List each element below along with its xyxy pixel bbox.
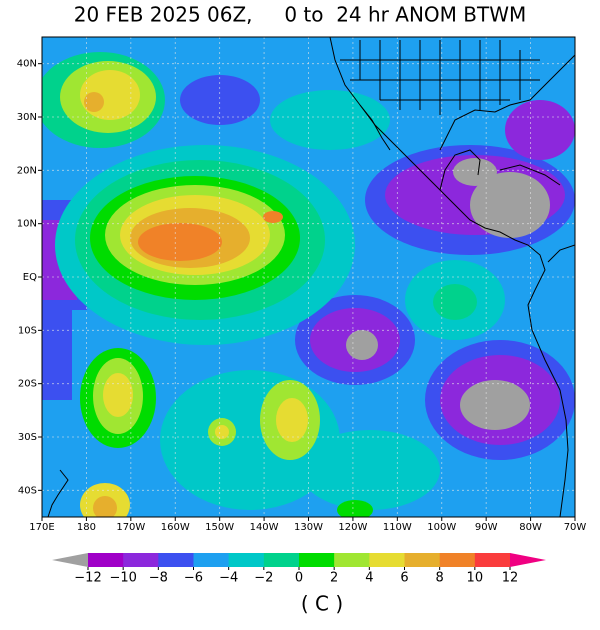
contour — [300, 430, 440, 510]
contour — [180, 75, 260, 125]
contour — [460, 380, 530, 430]
colorbar-swatch — [369, 553, 405, 567]
colorbar-over — [510, 553, 546, 567]
colorbar-label: 2 — [330, 571, 338, 586]
lat-label: EQ — [23, 272, 37, 283]
map-title: 20 FEB 2025 06Z, 0 to 24 hr ANOM BTWM — [74, 3, 526, 27]
lat-label: 20N — [17, 165, 37, 176]
state-lines — [340, 40, 540, 115]
colorbar-label: −8 — [149, 571, 168, 586]
graticule — [42, 37, 575, 517]
colorbar-label: 0 — [295, 571, 303, 586]
coastline — [359, 54, 575, 191]
colorbar-swatch — [228, 553, 265, 567]
colorbar: −12 −10 −8 −6 −4 −2 0 2 4 6 8 10 12 — [52, 553, 546, 586]
lon-label: 140W — [250, 522, 279, 533]
coastline — [499, 164, 575, 263]
colorbar-swatch — [299, 553, 335, 567]
lon-label: 110W — [383, 522, 412, 533]
lat-label: 30N — [17, 112, 37, 123]
colorbar-swatch — [123, 553, 159, 567]
lat-label: 10S — [18, 325, 37, 336]
lat-label: 40S — [18, 485, 37, 496]
lon-label: 70W — [564, 522, 587, 533]
contour — [470, 172, 550, 238]
unit-label: ( C ) — [301, 592, 343, 616]
colorbar-under — [52, 553, 88, 567]
colorbar-swatch — [439, 553, 476, 567]
lon-label: 170E — [29, 522, 54, 533]
map-field — [42, 37, 575, 517]
colorbar-swatch — [334, 553, 370, 567]
lon-label: 160W — [161, 522, 190, 533]
lon-label: 170W — [116, 522, 145, 533]
colorbar-label: −10 — [109, 571, 136, 586]
lon-label: 150W — [205, 522, 234, 533]
colorbar-label: 12 — [502, 571, 519, 586]
contour — [505, 100, 575, 160]
contour — [346, 330, 378, 360]
coastline — [47, 469, 69, 517]
contour — [263, 211, 283, 223]
contour — [138, 223, 222, 261]
colorbar-swatch — [474, 553, 511, 567]
colorbar-label: −12 — [74, 571, 101, 586]
lat-label: 40N — [17, 59, 37, 70]
contour — [42, 310, 72, 400]
lon-label: 180 — [77, 522, 96, 533]
colorbar-label: −2 — [254, 571, 273, 586]
contour — [215, 425, 229, 439]
lon-label: 80W — [519, 522, 542, 533]
contour — [103, 373, 133, 417]
contour — [433, 284, 477, 320]
colorbar-label: 4 — [365, 571, 373, 586]
colorbar-label: 6 — [400, 571, 408, 586]
lat-label: 30S — [18, 432, 37, 443]
contour — [93, 496, 117, 517]
lon-label: 120W — [338, 522, 367, 533]
colorbar-swatch — [404, 553, 441, 567]
contour — [337, 500, 373, 517]
coastline — [329, 37, 569, 517]
contour — [84, 92, 104, 112]
axis-labels: 170E 180 170W 160W 150W 140W 130W 120W 110W 100W 9… — [17, 59, 587, 533]
colorbar-swatch — [263, 553, 300, 567]
lon-label: 100W — [427, 522, 456, 533]
lon-label: 90W — [475, 522, 498, 533]
colorbar-label: 8 — [436, 571, 444, 586]
lon-label: 130W — [294, 522, 323, 533]
lat-label: 10N — [17, 219, 37, 230]
colorbar-swatch — [158, 553, 194, 567]
colorbar-label: 10 — [467, 571, 484, 586]
colorbar-label: −4 — [219, 571, 238, 586]
contour — [276, 398, 308, 442]
colorbar-swatch — [193, 553, 230, 567]
colorbar-label: −6 — [184, 571, 203, 586]
lat-label: 20S — [18, 379, 37, 390]
contour — [453, 158, 497, 186]
colorbar-swatch — [88, 553, 124, 567]
